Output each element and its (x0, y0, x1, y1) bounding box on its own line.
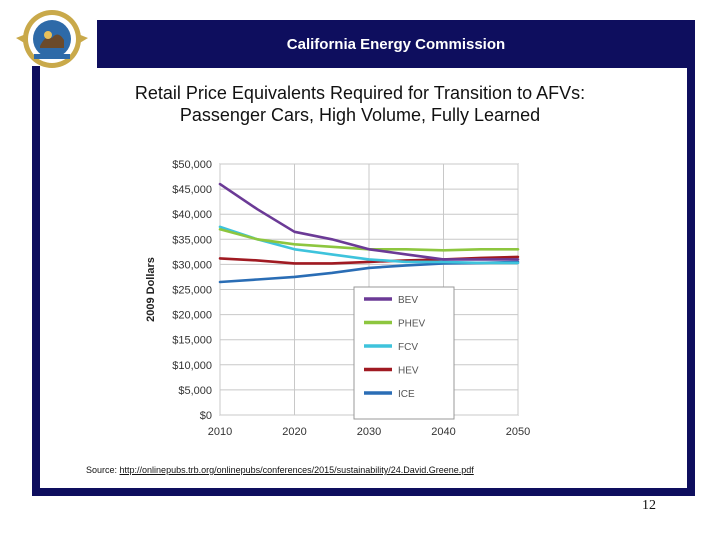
x-tick-label: 2010 (208, 426, 232, 438)
legend-label-ice: ICE (398, 389, 415, 400)
slide-title-line-2: Passenger Cars, High Volume, Fully Learn… (179, 105, 541, 125)
x-tick-label: 2050 (506, 426, 530, 438)
header-title: California Energy Commission (286, 36, 506, 53)
series-line-fcv (218, 225, 520, 265)
x-tick-label: 2040 (431, 426, 455, 438)
price-chart: 2009 Dollars $0 $5,000 $10,000 $15,000 $20,0… (145, 159, 530, 438)
source-link[interactable]: http://onlinepubs.trb.org/onlinepubs/con… (119, 465, 474, 475)
y-tick-label: $35,000 (172, 234, 212, 246)
source-prefix: Source: (86, 465, 120, 475)
x-tick-label: 2020 (282, 426, 306, 438)
y-tick-label: $10,000 (172, 360, 212, 372)
y-tick-label: $45,000 (172, 184, 212, 196)
legend-label-hev: HEV (398, 366, 419, 377)
y-tick-label: $50,000 (172, 159, 212, 171)
y-tick-label: $0 (200, 410, 212, 422)
y-tick-label: $30,000 (172, 259, 212, 271)
x-tick-label: 2030 (357, 426, 381, 438)
header-bar: California Energy Commission (97, 20, 695, 68)
slide-title-line-1: Retail Price Equivalents Required for Tr… (134, 83, 586, 103)
y-tick-label: $15,000 (172, 335, 212, 347)
california-energy-commission-seal (16, 10, 88, 68)
y-axis-title: 2009 Dollars (145, 257, 157, 322)
y-tick-label: $20,000 (172, 310, 212, 322)
legend-box (353, 286, 455, 420)
source-citation: Source: http://onlinepubs.trb.org/online… (86, 465, 474, 475)
y-tick-label: $25,000 (172, 285, 212, 297)
legend-label-bev: BEV (398, 295, 418, 306)
series-line-bev (218, 182, 520, 261)
frame-left-bar (32, 66, 40, 496)
y-tick-label: $5,000 (178, 385, 212, 397)
slide-title: Retail Price Equivalents Required for Tr… (60, 82, 660, 126)
legend-label-phev: PHEV (398, 319, 426, 330)
y-tick-label: $40,000 (172, 209, 212, 221)
page-number: 12 (642, 498, 656, 513)
frame-bottom-bar (32, 488, 695, 496)
legend-label-fcv: FCV (398, 342, 418, 353)
frame-right-bar (687, 20, 695, 496)
